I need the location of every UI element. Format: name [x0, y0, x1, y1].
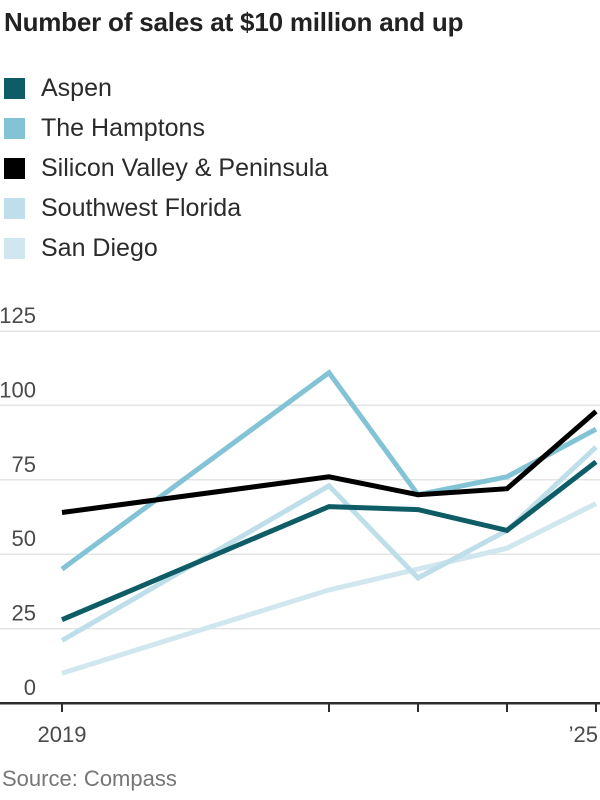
legend-item-san-diego: San Diego: [4, 228, 328, 268]
y-axis-labels: 0 25 50 75 100 125: [0, 303, 36, 700]
legend-swatch-aspen: [4, 77, 25, 99]
y-tick-label-100: 100: [0, 377, 36, 402]
legend-label-southwest-florida: Southwest Florida: [41, 193, 242, 222]
line-chart: 0 25 50 75 100 125 2019 ’25: [0, 303, 600, 747]
legend-swatch-the-hamptons: [4, 117, 25, 139]
series-line-aspen: [61, 459, 598, 623]
legend-item-aspen: Aspen: [4, 68, 328, 108]
y-tick-label-0: 0: [24, 675, 36, 700]
legend-item-southwest-florida: Southwest Florida: [4, 188, 328, 228]
x-axis-labels: 2019 ’25: [38, 722, 598, 747]
x-tick-label-2019: 2019: [38, 722, 87, 747]
y-tick-label-25: 25: [12, 601, 36, 626]
x-axis: [0, 701, 600, 712]
series-line-san-diego: [61, 501, 598, 676]
legend-item-the-hamptons: The Hamptons: [4, 108, 328, 148]
legend-item-silicon-valley-peninsula: Silicon Valley & Peninsula: [4, 148, 328, 188]
chart-title: Number of sales at $10 million and up: [4, 7, 464, 37]
legend-swatch-silicon-valley-peninsula: [4, 157, 25, 179]
source-note: Source: Compass: [2, 766, 177, 791]
y-tick-label-75: 75: [12, 452, 36, 477]
legend-label-san-diego: San Diego: [41, 233, 158, 262]
x-tick-label-25: ’25: [569, 722, 598, 747]
legend-label-aspen: Aspen: [41, 73, 112, 102]
legend-swatch-san-diego: [4, 237, 25, 259]
legend-label-the-hamptons: The Hamptons: [41, 113, 205, 142]
series-lines: [60, 369, 598, 676]
legend-label-silicon-valley-peninsula: Silicon Valley & Peninsula: [41, 153, 329, 182]
y-tick-label-50: 50: [12, 526, 36, 551]
legend: Aspen The Hamptons Silicon Valley & Penins…: [4, 68, 328, 268]
series-line-silicon-valley-peninsula: [61, 409, 598, 515]
series-line-the-hamptons: [60, 369, 598, 572]
y-tick-label-125: 125: [0, 303, 36, 328]
series-line-southwest-florida: [60, 445, 598, 643]
legend-swatch-southwest-florida: [4, 197, 25, 219]
